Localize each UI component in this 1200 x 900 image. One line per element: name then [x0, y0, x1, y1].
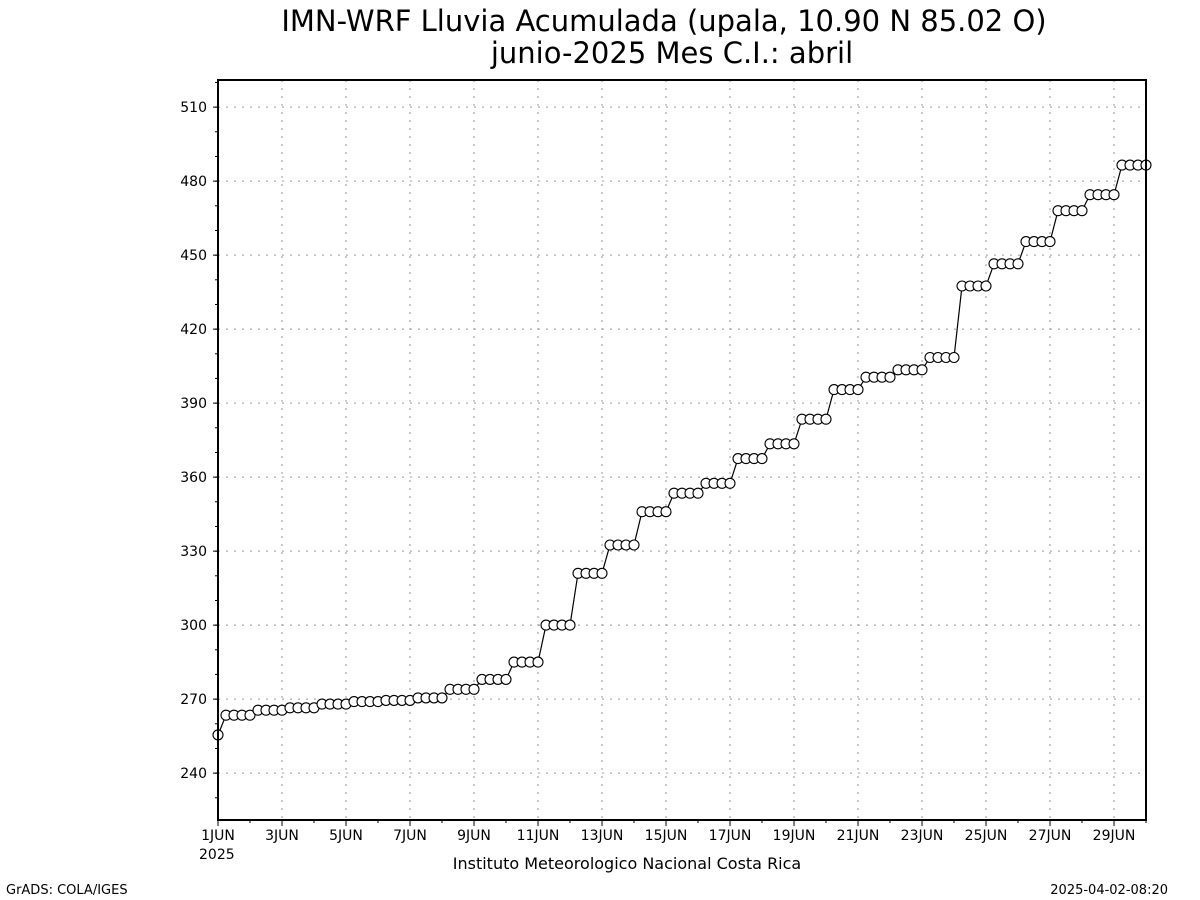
- institution-label: Instituto Meteorologico Nacional Costa R…: [453, 854, 801, 873]
- y-tick-label: 330: [180, 544, 207, 560]
- y-tick-label: 300: [180, 618, 207, 634]
- data-point: [596, 567, 608, 579]
- x-tick-label: 15JUN: [645, 828, 688, 844]
- data-point: [1044, 236, 1056, 248]
- series-line: [217, 164, 1146, 736]
- y-tick-label: 270: [180, 692, 207, 708]
- x-tick-label: 5JUN: [329, 828, 363, 844]
- grid: [217, 80, 1146, 820]
- grads-credit: GrADS: COLA/IGES: [6, 883, 128, 898]
- y-tick-label: 240: [180, 766, 207, 782]
- data-point: [244, 709, 256, 721]
- data-point: [500, 673, 512, 685]
- data-point: [724, 477, 736, 489]
- data-point: [852, 384, 864, 396]
- plot-frame: [217, 79, 1147, 821]
- data-point: [628, 539, 640, 551]
- x-tick-label: 21JUN: [837, 828, 880, 844]
- data-point: [1012, 258, 1024, 270]
- x-tick-label: 29JUN: [1093, 828, 1136, 844]
- x-tick-label: 7JUN: [393, 828, 427, 844]
- axes: 240 270 300 330 360 390 420 450 480 510 1JUN 3JUN 5J…: [180, 81, 1147, 844]
- series-accumulated-rain: [212, 159, 1152, 741]
- x-tick-label: 9JUN: [457, 828, 491, 844]
- y-tick-label: 390: [180, 396, 207, 412]
- x-tick-label: 23JUN: [901, 828, 944, 844]
- x-tick-label: 11JUN: [517, 828, 560, 844]
- x-tick-label: 17JUN: [709, 828, 752, 844]
- chart-title-line2: junio-2025 Mes C.I.: abril: [490, 36, 853, 70]
- data-point: [1076, 205, 1088, 217]
- data-point: [532, 656, 544, 668]
- data-point: [756, 453, 768, 465]
- data-point: [884, 371, 896, 383]
- x-tick-label: 25JUN: [965, 828, 1008, 844]
- data-point: [1108, 189, 1120, 201]
- data-point: [788, 438, 800, 450]
- data-point: [980, 280, 992, 292]
- y-tick-label: 360: [180, 470, 207, 486]
- y-tick-label: 450: [180, 248, 207, 264]
- x-tick-label: 19JUN: [773, 828, 816, 844]
- data-point: [468, 683, 480, 695]
- data-point: [436, 692, 448, 704]
- data-point: [916, 364, 928, 376]
- data-point: [820, 413, 832, 425]
- data-point: [948, 351, 960, 364]
- x-tick-label: 1JUN: [201, 828, 235, 844]
- y-tick-label: 480: [180, 174, 207, 190]
- data-point: [564, 619, 576, 631]
- data-point: [660, 506, 672, 518]
- chart-title-line1: IMN-WRF Lluvia Acumulada (upala, 10.90 N…: [281, 4, 1046, 38]
- x-tick-label: 27JUN: [1029, 828, 1072, 844]
- x-axis-year-label: 2025: [199, 847, 235, 863]
- x-tick-label: 3JUN: [265, 828, 299, 844]
- y-tick-label: 510: [180, 100, 207, 116]
- timestamp: 2025-04-02-08:20: [1050, 883, 1168, 898]
- data-point: [692, 487, 704, 499]
- x-tick-label: 13JUN: [581, 828, 624, 844]
- y-tick-label: 420: [180, 322, 207, 338]
